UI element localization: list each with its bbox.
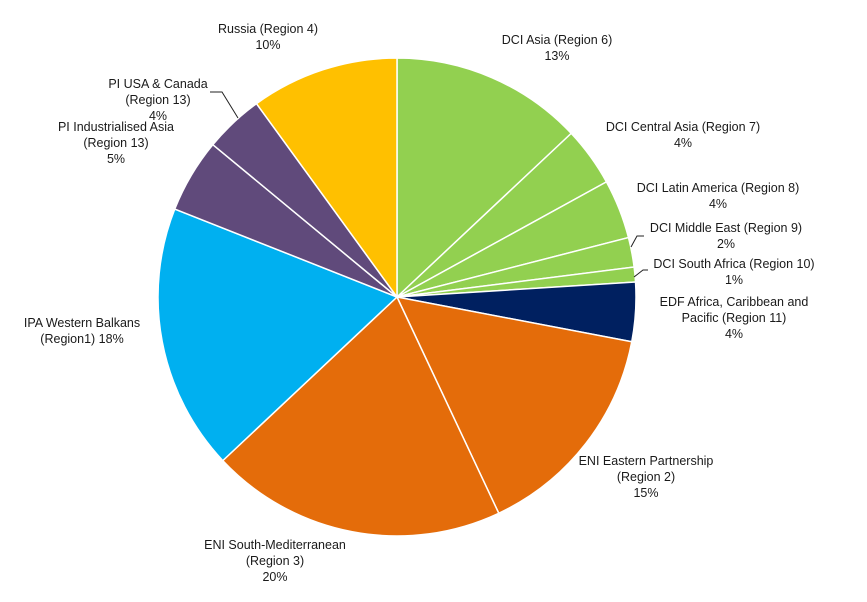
slice-label-line: EDF Africa, Caribbean and [660,295,809,309]
slice-label-line: (Region 13) [125,93,190,107]
slice-label: ENI Eastern Partnership (Region 2) 15% [579,454,714,500]
slice-label-line: IPA Western Balkans [24,316,140,330]
leader-lines [210,91,648,278]
slice-label: DCI Middle East (Region 9) 2% [650,221,802,251]
slice-label-line: DCI South Africa (Region 10) [653,257,814,271]
leader-line [630,235,644,248]
slice-label: DCI Asia (Region 6) 13% [502,33,612,63]
slice-label-line: Russia (Region 4) [218,22,318,36]
slice-label: DCI Latin America (Region 8) 4% [637,181,800,211]
slice-label-line: DCI Central Asia (Region 7) [606,120,760,134]
slice-label: ENI South-Mediterranean (Region 3) 20% [204,538,346,584]
slice-label-line: 4% [709,197,727,211]
pie-slices [157,57,637,537]
slice-label-line: 20% [262,570,287,584]
slice-label: PI Industrialised Asia (Region 13) 5% [58,120,174,166]
slice-label-line: 4% [725,327,743,341]
slice-label: IPA Western Balkans (Region1) 18% [24,316,140,346]
slice-label: DCI South Africa (Region 10) 1% [653,257,814,287]
slice-label-line: DCI Asia (Region 6) [502,33,612,47]
slice-label-line: 1% [725,273,743,287]
slice-label-line: (Region 13) [83,136,148,150]
pie-slice [221,295,500,537]
slice-label-line: 5% [107,152,125,166]
slice-label: EDF Africa, Caribbean and Pacific (Region… [660,295,809,341]
pie-slice [157,208,399,462]
slice-label-line: 4% [674,136,692,150]
leader-line [633,269,648,278]
slice-label-line: PI USA & Canada [108,77,207,91]
slice-labels: DCI Asia (Region 6) 13% DCI Central Asia (… [24,22,815,584]
pie-slice [255,57,398,300]
slice-label-line: ENI Eastern Partnership [579,454,714,468]
pie-slice [395,295,633,515]
slice-label: Russia (Region 4) 10% [218,22,318,52]
slice-label: PI USA & Canada (Region 13) 4% [108,77,207,123]
slice-label-line: 10% [255,38,280,52]
slice-label-line: PI Industrialised Asia [58,120,174,134]
slice-label-line: DCI Middle East (Region 9) [650,221,802,235]
slice-label-line: DCI Latin America (Region 8) [637,181,800,195]
slice-label-line: 4% [149,109,167,123]
slice-label-line: (Region1) 18% [40,332,123,346]
pie-slice [396,57,573,299]
slice-label-line: (Region 3) [246,554,304,568]
slice-label: DCI Central Asia (Region 7) 4% [606,120,760,150]
slice-label-line: Pacific (Region 11) [682,311,787,325]
leader-line [210,91,239,119]
slice-label-line: 13% [544,49,569,63]
slice-label-line: 2% [717,237,735,251]
slice-label-line: (Region 2) [617,470,675,484]
slice-label-line: ENI South-Mediterranean [204,538,346,552]
slice-label-line: 15% [633,486,658,500]
